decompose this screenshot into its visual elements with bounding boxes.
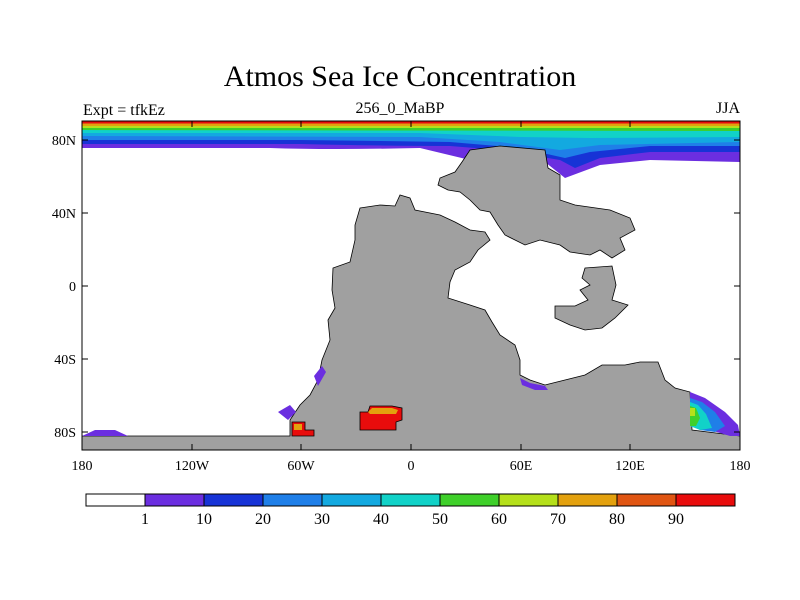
y-tick-label: 80S bbox=[54, 426, 76, 441]
y-tick-label: 80N bbox=[52, 134, 76, 149]
colorbar bbox=[85, 493, 736, 507]
east-peninsula bbox=[554, 265, 629, 331]
colorbar-swatch bbox=[144, 493, 205, 507]
y-axis-ticks bbox=[82, 139, 740, 433]
x-tick-label: 120W bbox=[175, 459, 210, 474]
y-tick-label: 0 bbox=[69, 280, 76, 295]
south-sea-ice bbox=[82, 366, 740, 436]
colorbar-label: 80 bbox=[609, 511, 625, 528]
colorbar-swatch bbox=[203, 493, 264, 507]
x-tick-label: 0 bbox=[408, 459, 415, 474]
x-tick-label: 180 bbox=[72, 459, 93, 474]
y-axis-labels: 80N 40N 0 40S 80S bbox=[52, 134, 76, 441]
colorbar-swatch bbox=[557, 493, 618, 507]
colorbar-label: 60 bbox=[491, 511, 507, 528]
x-tick-label: 120E bbox=[615, 459, 645, 474]
x-axis-ticks bbox=[81, 121, 741, 450]
main-continent bbox=[82, 194, 740, 450]
map-plot-area bbox=[82, 121, 740, 450]
period-label: 256_0_MaBP bbox=[355, 100, 445, 117]
inland-sea-ice bbox=[291, 405, 403, 437]
colorbar-label: 10 bbox=[196, 511, 212, 528]
colorbar-swatch bbox=[262, 493, 323, 507]
colorbar-label: 1 bbox=[141, 511, 149, 528]
colorbar-label: 70 bbox=[550, 511, 566, 528]
x-axis-labels: 180 120W 60W 0 60E 120E 180 bbox=[72, 459, 751, 474]
map-title: Atmos Sea Ice Concentration bbox=[223, 60, 577, 93]
colorbar-swatch bbox=[380, 493, 441, 507]
colorbar-swatch bbox=[321, 493, 382, 507]
x-tick-label: 180 bbox=[730, 459, 751, 474]
north-landmass bbox=[437, 145, 636, 259]
experiment-label: Expt = tfkEz bbox=[83, 102, 165, 119]
colorbar-label: 90 bbox=[668, 511, 684, 528]
colorbar-label: 30 bbox=[314, 511, 330, 528]
colorbar-swatch bbox=[498, 493, 559, 507]
y-tick-label: 40S bbox=[54, 353, 76, 368]
colorbar-swatch bbox=[616, 493, 677, 507]
colorbar-label: 20 bbox=[255, 511, 271, 528]
colorbar-label: 40 bbox=[373, 511, 389, 528]
y-tick-label: 40N bbox=[52, 207, 76, 222]
x-tick-label: 60E bbox=[510, 459, 533, 474]
colorbar-swatch bbox=[675, 493, 736, 507]
colorbar-swatch bbox=[85, 493, 146, 507]
colorbar-labels: 1 10 20 30 40 50 60 70 80 90 bbox=[141, 511, 684, 528]
north-sea-ice bbox=[82, 121, 740, 178]
colorbar-swatch bbox=[439, 493, 500, 507]
colorbar-label: 50 bbox=[432, 511, 448, 528]
x-tick-label: 60W bbox=[287, 459, 315, 474]
season-label: JJA bbox=[715, 100, 740, 117]
landmass bbox=[82, 145, 740, 450]
